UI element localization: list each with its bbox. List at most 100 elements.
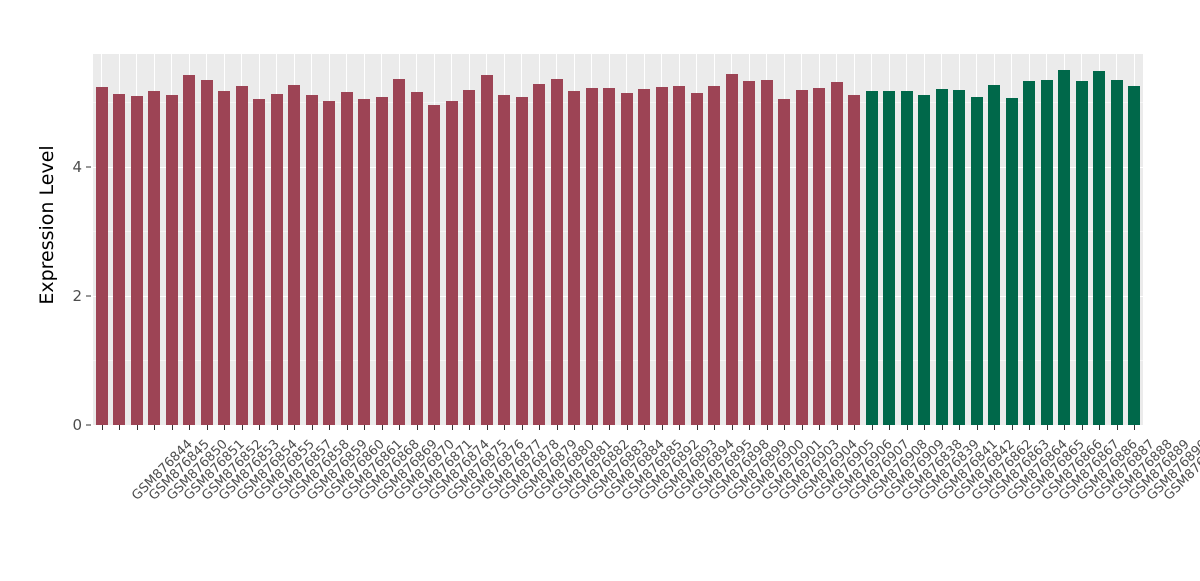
bar bbox=[953, 90, 966, 425]
x-axis-tick-mark bbox=[679, 425, 681, 430]
bar bbox=[515, 96, 528, 425]
gridline-minor-horizontal bbox=[93, 102, 1143, 104]
bar bbox=[463, 90, 476, 425]
bar bbox=[358, 99, 371, 425]
bar bbox=[708, 86, 721, 425]
bar bbox=[340, 92, 353, 425]
bar bbox=[183, 75, 196, 425]
x-axis-tick-mark bbox=[1064, 425, 1066, 430]
bar bbox=[1005, 97, 1018, 425]
x-axis-tick-mark bbox=[329, 425, 331, 430]
bar bbox=[550, 78, 563, 425]
x-axis-tick-mark bbox=[819, 425, 821, 430]
bar bbox=[935, 88, 948, 425]
x-axis-tick-mark bbox=[836, 425, 838, 430]
x-axis-tick-mark bbox=[1081, 425, 1083, 430]
x-axis-tick-mark bbox=[416, 425, 418, 430]
x-axis-tick-mark bbox=[591, 425, 593, 430]
bar bbox=[428, 104, 441, 425]
bar bbox=[655, 86, 668, 425]
bar bbox=[848, 94, 861, 425]
x-axis-tick-mark bbox=[1116, 425, 1118, 430]
x-axis-tick-mark bbox=[714, 425, 716, 430]
x-axis-tick-mark bbox=[1099, 425, 1101, 430]
bar bbox=[393, 78, 406, 425]
x-axis-tick-mark bbox=[364, 425, 366, 430]
x-axis-tick-mark bbox=[766, 425, 768, 430]
bar bbox=[218, 91, 231, 425]
x-axis-tick-mark bbox=[276, 425, 278, 430]
x-axis-tick-mark bbox=[1134, 425, 1136, 430]
x-axis-tick-mark bbox=[1011, 425, 1013, 430]
bar bbox=[760, 79, 773, 425]
x-axis-tick-mark bbox=[609, 425, 611, 430]
x-axis-tick-mark bbox=[311, 425, 313, 430]
x-axis-tick-mark bbox=[521, 425, 523, 430]
x-axis-tick-mark bbox=[119, 425, 121, 430]
x-axis-tick-mark bbox=[574, 425, 576, 430]
x-axis-tick-labels: GSM876844 GSM876845 GSM876850 GSM876851 GSM8… bbox=[93, 431, 1200, 581]
bar bbox=[288, 84, 301, 425]
bar bbox=[1040, 79, 1053, 425]
bar bbox=[270, 94, 283, 425]
bar bbox=[148, 90, 161, 425]
bar bbox=[1075, 81, 1088, 425]
y-axis-tick-mark bbox=[86, 295, 91, 297]
bar bbox=[480, 75, 493, 425]
bar bbox=[778, 98, 791, 425]
bar bbox=[725, 74, 738, 425]
y-axis-tick-label: 2 bbox=[72, 286, 82, 305]
bar bbox=[1128, 85, 1141, 425]
x-axis-tick-mark bbox=[136, 425, 138, 430]
x-axis-tick-mark bbox=[644, 425, 646, 430]
y-axis-tick-mark bbox=[86, 424, 91, 426]
x-axis-tick-mark bbox=[434, 425, 436, 430]
x-axis-tick-mark bbox=[556, 425, 558, 430]
y-axis-tick-label: 0 bbox=[72, 416, 82, 434]
x-axis-tick-mark bbox=[189, 425, 191, 430]
x-axis-tick-mark bbox=[224, 425, 226, 430]
x-axis-tick-mark bbox=[171, 425, 173, 430]
bar bbox=[620, 92, 633, 425]
bar bbox=[533, 83, 546, 425]
bar bbox=[813, 88, 826, 425]
bar bbox=[568, 90, 581, 425]
x-axis-tick-marks bbox=[93, 425, 1143, 431]
x-axis-tick-mark bbox=[486, 425, 488, 430]
x-axis-tick-mark bbox=[696, 425, 698, 430]
gridline-major-horizontal bbox=[93, 166, 1143, 169]
bar bbox=[988, 84, 1001, 425]
bar bbox=[498, 95, 511, 425]
bar bbox=[200, 80, 213, 425]
bar bbox=[445, 101, 458, 425]
x-axis-tick-mark bbox=[294, 425, 296, 430]
x-axis-tick-mark bbox=[206, 425, 208, 430]
x-axis-tick-mark bbox=[101, 425, 103, 430]
bar bbox=[253, 98, 266, 425]
x-axis-tick-mark bbox=[976, 425, 978, 430]
x-axis-tick-mark bbox=[749, 425, 751, 430]
bar bbox=[638, 88, 651, 425]
x-axis-tick-mark bbox=[661, 425, 663, 430]
x-axis-tick-mark bbox=[906, 425, 908, 430]
x-axis-tick-mark bbox=[1029, 425, 1031, 430]
x-axis-tick-mark bbox=[346, 425, 348, 430]
gridline-major-horizontal bbox=[93, 295, 1143, 298]
x-axis-tick-mark bbox=[399, 425, 401, 430]
bar bbox=[130, 95, 143, 425]
bar bbox=[970, 96, 983, 425]
bar bbox=[690, 93, 703, 425]
bar bbox=[795, 90, 808, 425]
bar bbox=[1023, 81, 1036, 425]
bar bbox=[673, 86, 686, 425]
bar bbox=[1093, 70, 1106, 425]
y-axis-tick-label: 4 bbox=[72, 157, 82, 176]
bar bbox=[918, 95, 931, 425]
x-axis-tick-mark bbox=[889, 425, 891, 430]
y-axis-tick-mark bbox=[86, 166, 91, 168]
bar bbox=[305, 95, 318, 425]
x-axis-tick-mark bbox=[854, 425, 856, 430]
bar bbox=[323, 101, 336, 425]
x-axis-tick-mark bbox=[539, 425, 541, 430]
bar bbox=[235, 86, 248, 425]
